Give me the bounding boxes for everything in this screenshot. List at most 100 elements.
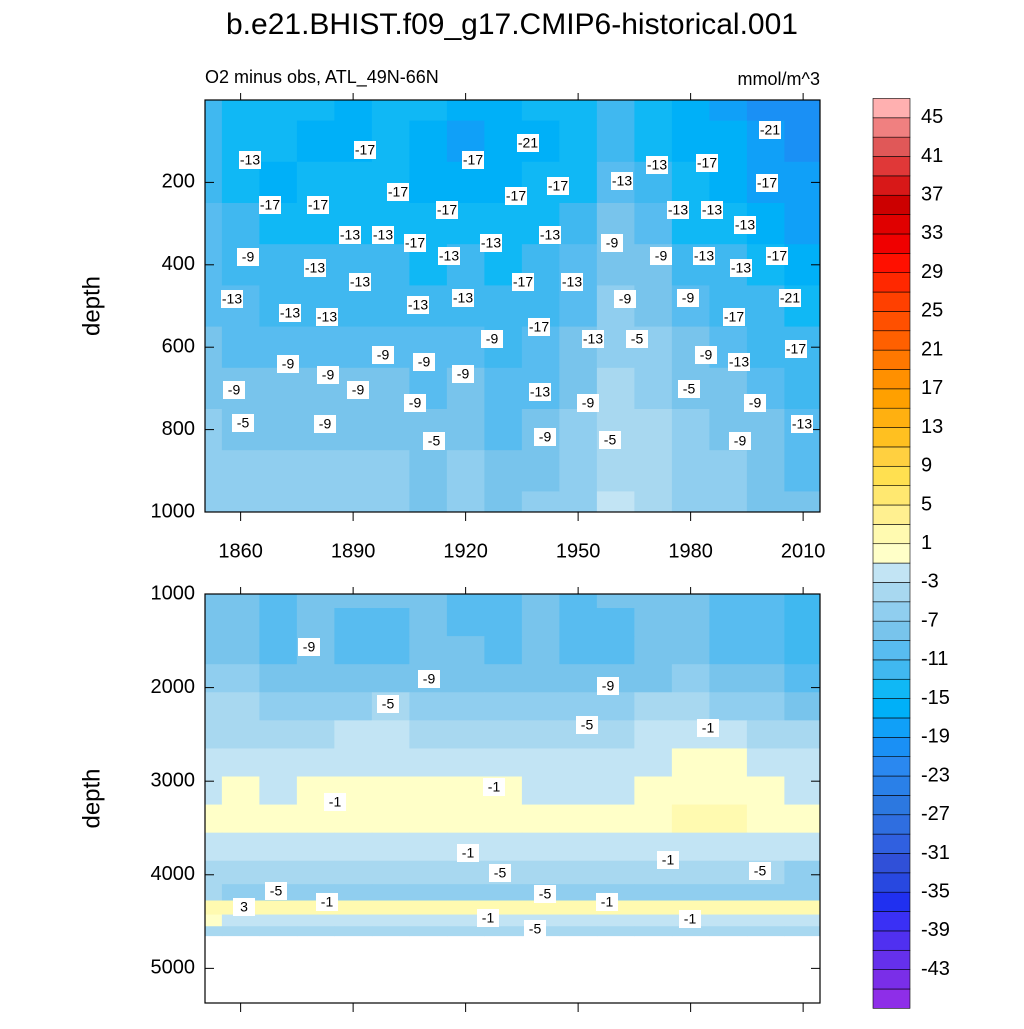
cell	[634, 120, 673, 163]
contour-label: -1	[596, 893, 618, 911]
label-box	[756, 174, 778, 192]
cell	[559, 203, 598, 245]
x-tick-label: 1890	[331, 540, 376, 562]
contour-label-text: -9	[734, 433, 747, 449]
label-box	[279, 304, 301, 322]
contour-label-text: -17	[437, 202, 457, 218]
contour-label-text: -13	[350, 274, 370, 290]
contour-label: -5	[489, 864, 511, 882]
label-box	[232, 414, 254, 432]
contour-label-text: -13	[439, 248, 459, 264]
cell	[334, 926, 373, 937]
label-box	[646, 156, 668, 174]
contour-label-text: -9	[418, 354, 431, 370]
cell	[221, 692, 260, 721]
cell	[784, 804, 821, 834]
contour-label: -9	[277, 355, 299, 373]
contour-label-text: -13	[305, 260, 325, 276]
colorbar-box	[872, 427, 911, 448]
cell	[559, 285, 598, 328]
cell	[296, 720, 335, 749]
y-tick-label: 400	[162, 253, 195, 275]
cell	[784, 664, 821, 693]
label-box	[626, 330, 648, 348]
cell	[596, 100, 635, 122]
cell	[559, 926, 598, 937]
cell	[205, 720, 223, 749]
label-box	[221, 290, 243, 308]
plot-frame	[204, 99, 821, 513]
cell	[446, 804, 485, 834]
contour-label-text: -5	[382, 696, 395, 712]
contour-label: -9	[729, 432, 751, 450]
cell	[596, 720, 635, 749]
cell	[784, 636, 821, 665]
cell	[259, 748, 298, 778]
cell	[409, 914, 448, 927]
contour-label: -9	[614, 290, 636, 308]
label-box	[561, 273, 583, 291]
contour-label-text: -13	[729, 354, 749, 370]
label-box	[347, 381, 369, 399]
cell	[521, 692, 560, 721]
contour-label-text: -17	[724, 309, 744, 325]
y-axis-label: depth	[78, 768, 105, 828]
contour-label-text: -9	[423, 671, 436, 687]
label-box	[529, 383, 551, 401]
cell	[371, 450, 410, 492]
colorbar-box	[872, 853, 911, 874]
cell	[259, 926, 298, 937]
contour-label: -13	[667, 201, 689, 219]
cell	[746, 326, 785, 369]
colorbar-box	[872, 775, 911, 796]
cell	[709, 860, 748, 885]
contour-label-text: -13	[481, 235, 501, 251]
contour-label-text: -5	[270, 883, 283, 899]
cell	[371, 409, 410, 451]
cell	[559, 804, 598, 834]
cell	[784, 884, 821, 902]
contour-label: -21	[779, 289, 801, 307]
label-box	[462, 151, 484, 169]
contour-label-text: -5	[754, 863, 767, 879]
label-box	[601, 234, 623, 252]
cell	[521, 608, 560, 637]
cell	[259, 367, 298, 410]
cell	[221, 203, 260, 245]
cell	[559, 450, 598, 492]
cell	[671, 884, 710, 902]
label-box	[423, 432, 445, 450]
cell	[521, 860, 560, 885]
cell	[634, 367, 673, 410]
cell	[205, 594, 223, 609]
cell	[296, 832, 335, 862]
label-box	[597, 677, 619, 695]
cell	[446, 664, 485, 693]
cell	[521, 100, 560, 122]
cell	[521, 900, 560, 916]
contour-label: -13	[561, 273, 583, 291]
contour-label: -9	[695, 346, 717, 364]
label-box	[759, 121, 781, 139]
label-box	[650, 247, 672, 265]
cell	[371, 285, 410, 328]
colorbar-box	[872, 485, 911, 506]
colorbar-box	[872, 543, 911, 564]
contour-label: -13	[646, 156, 668, 174]
cell	[334, 914, 373, 927]
contour-label: -9	[237, 248, 259, 266]
cell	[596, 748, 635, 778]
colorbar-label: -31	[921, 842, 950, 864]
cell	[371, 720, 410, 749]
cell	[634, 594, 673, 609]
cell	[709, 636, 748, 665]
cell	[259, 608, 298, 637]
label-box	[237, 248, 259, 266]
label-box	[677, 289, 699, 307]
cell	[371, 900, 410, 916]
colorbar-label: 1	[921, 532, 932, 554]
label-box	[307, 196, 329, 214]
contour-label-text: -5	[604, 432, 617, 448]
cell	[484, 594, 523, 609]
label-box	[265, 882, 287, 900]
